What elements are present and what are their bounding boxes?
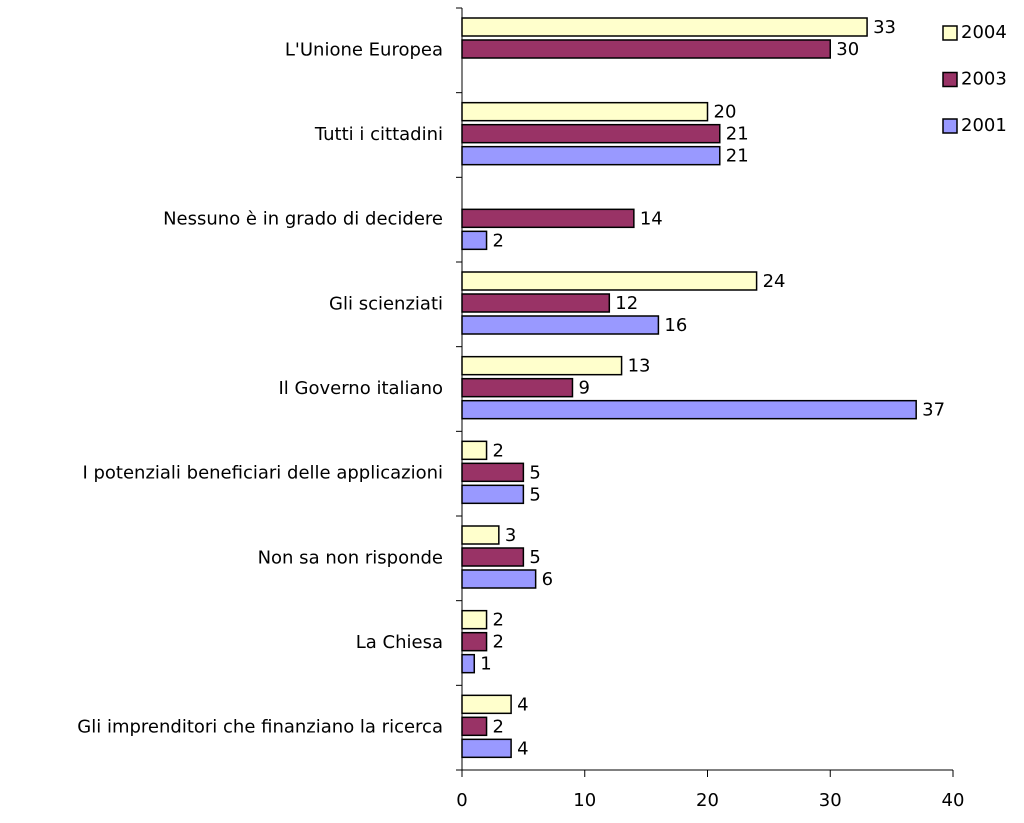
legend-swatch bbox=[942, 118, 958, 134]
data-label: 5 bbox=[529, 547, 540, 568]
data-label: 1 bbox=[480, 654, 491, 675]
bar bbox=[461, 17, 868, 37]
x-tick-label: 0 bbox=[456, 790, 467, 811]
data-label: 4 bbox=[517, 738, 528, 759]
data-label: 21 bbox=[726, 124, 749, 145]
data-label: 3 bbox=[505, 525, 516, 546]
bar bbox=[461, 101, 709, 122]
x-tick-label: 40 bbox=[942, 790, 965, 811]
bar bbox=[461, 39, 831, 59]
bar bbox=[461, 399, 917, 420]
data-label: 5 bbox=[529, 484, 540, 505]
data-label: 24 bbox=[763, 271, 786, 292]
category-label: Gli scienziati bbox=[329, 293, 443, 314]
x-tick-label: 20 bbox=[696, 790, 719, 811]
data-label: 20 bbox=[714, 102, 737, 123]
data-label: 37 bbox=[922, 400, 945, 421]
bar bbox=[461, 631, 488, 652]
category-label: Tutti i cittadini bbox=[314, 124, 443, 145]
data-label: 21 bbox=[726, 146, 749, 167]
bar bbox=[461, 694, 512, 715]
category-label: L'Unione Europea bbox=[285, 39, 443, 60]
data-label: 2 bbox=[493, 230, 504, 251]
legend-label: 2004 bbox=[961, 22, 1007, 43]
data-label: 16 bbox=[664, 315, 687, 336]
category-label: I potenziali beneficiari delle applicazi… bbox=[82, 463, 443, 484]
category-label: Gli imprenditori che finanziano la ricer… bbox=[77, 717, 443, 738]
bar bbox=[461, 230, 488, 251]
bar bbox=[461, 271, 758, 291]
data-label: 14 bbox=[640, 208, 663, 229]
bar bbox=[461, 547, 525, 567]
data-label: 2 bbox=[493, 610, 504, 631]
data-label: 12 bbox=[615, 293, 638, 314]
category-label: Il Governo italiano bbox=[279, 378, 444, 399]
bar bbox=[461, 293, 611, 313]
bar bbox=[461, 653, 476, 674]
legend-label: 2001 bbox=[961, 115, 1007, 136]
bar bbox=[461, 525, 500, 545]
data-label: 6 bbox=[542, 569, 553, 590]
category-label: La Chiesa bbox=[356, 632, 443, 653]
bar bbox=[461, 716, 488, 737]
data-label: 2 bbox=[493, 440, 504, 461]
bar bbox=[461, 145, 721, 166]
data-label: 2 bbox=[493, 716, 504, 737]
bar bbox=[461, 377, 574, 398]
bar bbox=[461, 440, 488, 461]
legend-swatch bbox=[942, 71, 958, 88]
bar bbox=[461, 738, 512, 759]
bar bbox=[461, 208, 635, 229]
x-tick-label: 10 bbox=[573, 790, 596, 811]
data-label: 33 bbox=[873, 17, 896, 38]
bar bbox=[461, 609, 488, 630]
category-label: Non sa non risponde bbox=[258, 547, 443, 568]
bar bbox=[461, 355, 623, 376]
bar bbox=[461, 484, 525, 505]
bar bbox=[461, 569, 537, 589]
data-label: 30 bbox=[836, 39, 859, 60]
data-label: 9 bbox=[578, 378, 589, 399]
data-label: 13 bbox=[628, 356, 651, 377]
data-label: 2 bbox=[493, 632, 504, 653]
bar bbox=[461, 462, 525, 483]
legend-label: 2003 bbox=[961, 69, 1007, 90]
bar bbox=[461, 315, 660, 335]
legend-swatch bbox=[942, 25, 958, 41]
data-label: 5 bbox=[529, 462, 540, 483]
category-label: Nessuno è in grado di decidere bbox=[163, 209, 443, 230]
bar bbox=[461, 123, 721, 144]
x-tick-label: 30 bbox=[819, 790, 842, 811]
data-label: 4 bbox=[517, 694, 528, 715]
